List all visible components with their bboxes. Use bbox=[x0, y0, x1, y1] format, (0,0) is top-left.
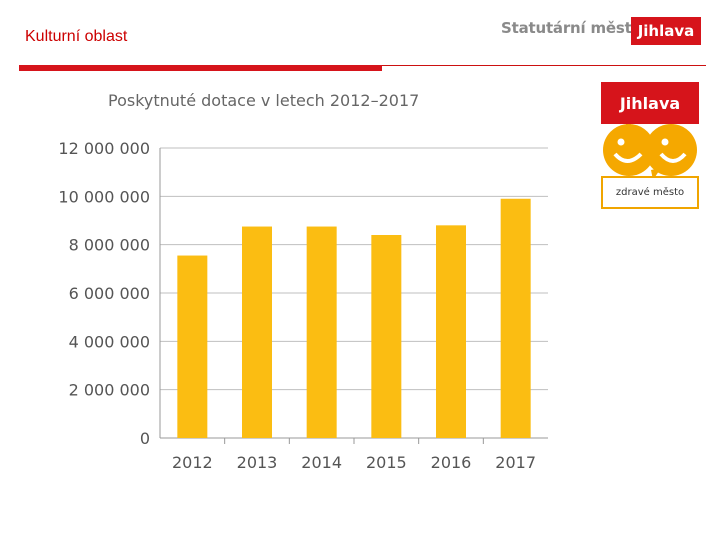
bar-2013 bbox=[242, 226, 272, 438]
header-accent-bar bbox=[19, 65, 382, 71]
bar-2016 bbox=[436, 225, 466, 438]
logo-footer: zdravé město bbox=[601, 176, 699, 209]
chart-title: Poskytnuté dotace v letech 2012–2017 bbox=[108, 91, 419, 110]
x-tick-label: 2016 bbox=[431, 453, 472, 472]
y-tick-label: 4 000 000 bbox=[69, 332, 150, 351]
bar-2017 bbox=[500, 198, 531, 438]
logo-header: Jihlava bbox=[601, 82, 699, 124]
x-tick-label: 2014 bbox=[301, 453, 342, 472]
bar-2015 bbox=[371, 235, 402, 438]
y-tick-label: 6 000 000 bbox=[69, 284, 150, 303]
y-tick-label: 0 bbox=[140, 429, 150, 448]
section-title: Kulturní oblast bbox=[25, 28, 128, 45]
y-tick-label: 12 000 000 bbox=[58, 139, 150, 158]
city-brand-text: Statutární město bbox=[501, 19, 642, 37]
x-tick-label: 2015 bbox=[366, 453, 407, 472]
healthy-city-logo: Jihlava zdravé město bbox=[601, 82, 699, 209]
city-brand-badge: Jihlava bbox=[631, 17, 701, 45]
bar-2014 bbox=[306, 226, 337, 438]
x-tick-label: 2013 bbox=[237, 453, 278, 472]
y-tick-label: 8 000 000 bbox=[69, 236, 150, 255]
x-tick-label: 2012 bbox=[172, 453, 213, 472]
x-tick-label: 2017 bbox=[495, 453, 536, 472]
bar-2012 bbox=[177, 255, 208, 438]
y-tick-label: 10 000 000 bbox=[58, 187, 150, 206]
y-tick-label: 2 000 000 bbox=[69, 381, 150, 400]
